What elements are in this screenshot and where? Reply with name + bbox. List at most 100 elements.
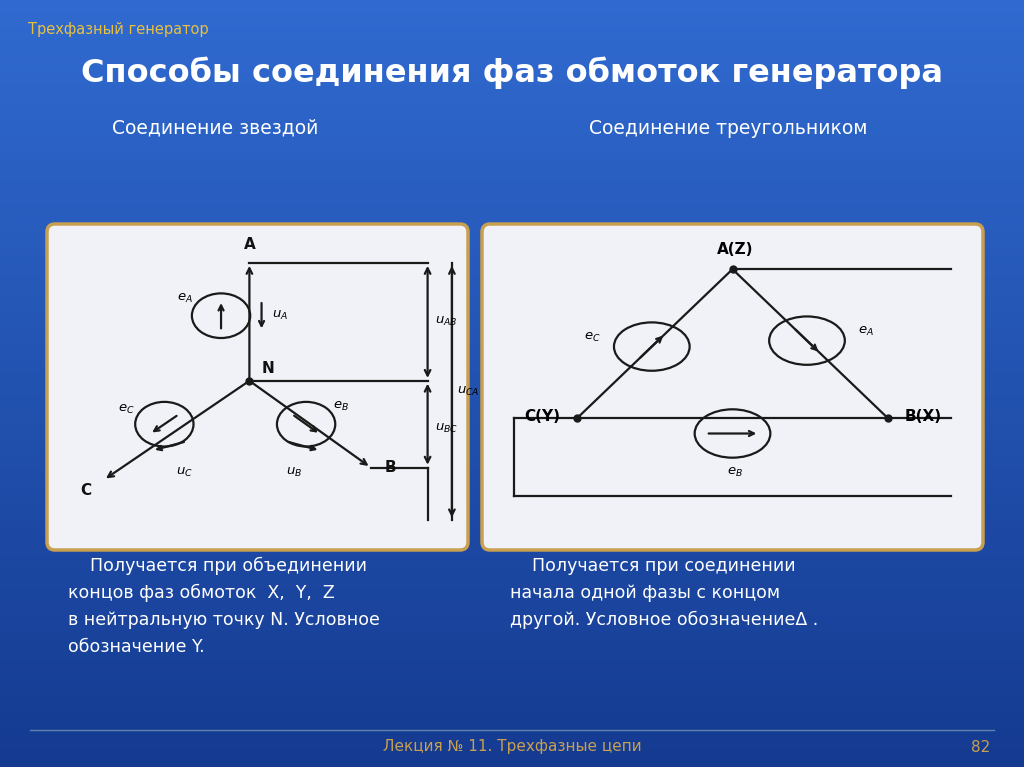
Bar — [0, 195, 1024, 199]
Bar — [0, 513, 1024, 518]
Bar — [0, 61, 1024, 65]
FancyBboxPatch shape — [482, 224, 983, 550]
Bar — [0, 690, 1024, 694]
Bar — [0, 759, 1024, 763]
Bar — [0, 601, 1024, 606]
Bar — [0, 632, 1024, 637]
Bar — [0, 348, 1024, 353]
Bar — [0, 164, 1024, 169]
Bar — [0, 456, 1024, 460]
Text: Способы соединения фаз обмоток генератора: Способы соединения фаз обмоток генератор… — [81, 57, 943, 90]
Bar — [0, 379, 1024, 384]
Bar — [0, 237, 1024, 242]
Bar — [0, 544, 1024, 548]
Bar — [0, 732, 1024, 736]
Bar — [0, 697, 1024, 702]
Text: Трехфазный генератор: Трехфазный генератор — [28, 22, 209, 37]
Bar — [0, 371, 1024, 376]
Bar — [0, 341, 1024, 345]
Text: Соединение треугольником: Соединение треугольником — [589, 119, 867, 138]
Bar — [0, 233, 1024, 238]
Bar — [0, 18, 1024, 23]
Bar — [0, 264, 1024, 268]
Bar — [0, 314, 1024, 318]
Bar — [0, 222, 1024, 226]
Bar — [0, 179, 1024, 184]
Bar — [0, 41, 1024, 46]
Bar — [0, 574, 1024, 579]
Bar — [0, 375, 1024, 380]
Bar — [0, 310, 1024, 314]
Bar — [0, 99, 1024, 104]
Bar — [0, 87, 1024, 92]
Bar — [0, 225, 1024, 230]
Bar — [0, 344, 1024, 349]
Bar — [0, 53, 1024, 58]
Bar — [0, 22, 1024, 27]
Bar — [0, 210, 1024, 215]
Bar — [0, 413, 1024, 418]
Bar — [0, 295, 1024, 299]
Bar — [0, 49, 1024, 54]
Bar — [0, 229, 1024, 234]
Bar — [0, 559, 1024, 564]
Bar — [0, 421, 1024, 426]
Bar — [0, 578, 1024, 583]
Bar — [0, 360, 1024, 364]
Bar — [0, 624, 1024, 629]
Text: Соединение звездой: Соединение звездой — [112, 119, 318, 138]
Bar — [0, 84, 1024, 88]
Bar — [0, 701, 1024, 706]
Bar — [0, 318, 1024, 322]
Bar — [0, 613, 1024, 617]
Bar — [0, 387, 1024, 391]
Bar — [0, 551, 1024, 556]
Bar — [0, 287, 1024, 291]
Bar — [0, 333, 1024, 337]
Bar — [0, 249, 1024, 253]
Bar — [0, 713, 1024, 717]
Bar — [0, 279, 1024, 284]
Bar — [0, 394, 1024, 399]
Bar — [0, 736, 1024, 740]
Bar — [0, 755, 1024, 759]
Bar — [0, 659, 1024, 663]
Bar — [0, 268, 1024, 272]
Bar — [0, 149, 1024, 153]
Bar — [0, 582, 1024, 587]
Bar — [0, 720, 1024, 725]
Bar — [0, 325, 1024, 330]
Bar — [0, 118, 1024, 123]
Bar — [0, 156, 1024, 161]
Bar — [0, 291, 1024, 295]
Bar — [0, 436, 1024, 441]
Bar — [0, 678, 1024, 683]
Bar — [0, 486, 1024, 491]
Bar — [0, 567, 1024, 571]
Bar — [0, 743, 1024, 748]
Bar — [0, 709, 1024, 713]
Bar — [0, 103, 1024, 107]
Text: Получается при объединении: Получается при объединении — [68, 557, 367, 575]
Bar — [0, 475, 1024, 479]
Bar — [0, 417, 1024, 422]
Bar — [0, 260, 1024, 265]
Bar — [0, 398, 1024, 403]
Bar — [0, 586, 1024, 591]
Bar — [0, 130, 1024, 134]
Bar — [0, 76, 1024, 81]
Bar — [0, 448, 1024, 453]
Text: другой. Условное обозначениеΔ .: другой. Условное обозначениеΔ . — [510, 611, 818, 629]
Bar — [0, 11, 1024, 15]
Bar — [0, 390, 1024, 395]
Bar — [0, 490, 1024, 495]
Bar — [0, 168, 1024, 173]
Bar — [0, 364, 1024, 368]
Bar — [0, 670, 1024, 675]
Bar — [0, 218, 1024, 222]
Bar — [0, 3, 1024, 8]
Bar — [0, 241, 1024, 245]
Bar — [0, 682, 1024, 686]
Bar — [0, 64, 1024, 69]
Bar — [0, 517, 1024, 522]
